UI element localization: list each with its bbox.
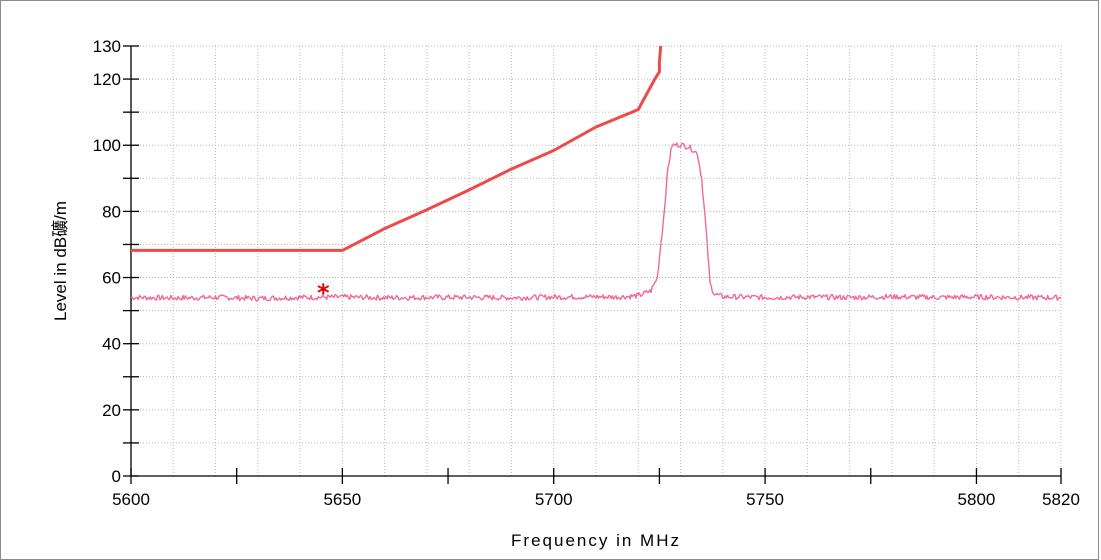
x-tick-label: 5820 bbox=[1042, 490, 1080, 509]
x-tick-label: 5700 bbox=[535, 490, 573, 509]
x-tick-label: 5650 bbox=[323, 490, 361, 509]
measurement-trace bbox=[130, 142, 1062, 302]
markers-layer: * bbox=[317, 279, 330, 307]
y-axis-ticks: 0 20 40 60 80 100 120 130 bbox=[93, 37, 139, 486]
y-axis-title: Level in dB礦/m bbox=[51, 201, 70, 321]
x-tick-label: 5800 bbox=[958, 490, 996, 509]
x-tick-label: 5600 bbox=[112, 490, 150, 509]
y-tick-label: 40 bbox=[102, 335, 121, 354]
y-tick-label: 130 bbox=[93, 37, 121, 56]
grid bbox=[131, 45, 1062, 476]
series-layer bbox=[130, 45, 1062, 302]
x-axis-ticks: 5600 5650 5700 5750 5800 5820 bbox=[112, 468, 1080, 509]
x-tick-label: 5750 bbox=[746, 490, 784, 509]
axes bbox=[130, 46, 1061, 477]
y-tick-label: 0 bbox=[112, 467, 121, 486]
plot-area bbox=[131, 46, 1061, 476]
y-tick-label: 80 bbox=[102, 202, 121, 221]
peak-marker: * bbox=[317, 279, 330, 307]
y-tick-label: 100 bbox=[93, 136, 121, 155]
y-tick-label: 20 bbox=[102, 401, 121, 420]
y-tick-label: 120 bbox=[93, 70, 121, 89]
x-axis-title: Frequency in MHz bbox=[511, 531, 681, 550]
limit-line bbox=[131, 45, 663, 252]
y-tick-label: 60 bbox=[102, 269, 121, 288]
